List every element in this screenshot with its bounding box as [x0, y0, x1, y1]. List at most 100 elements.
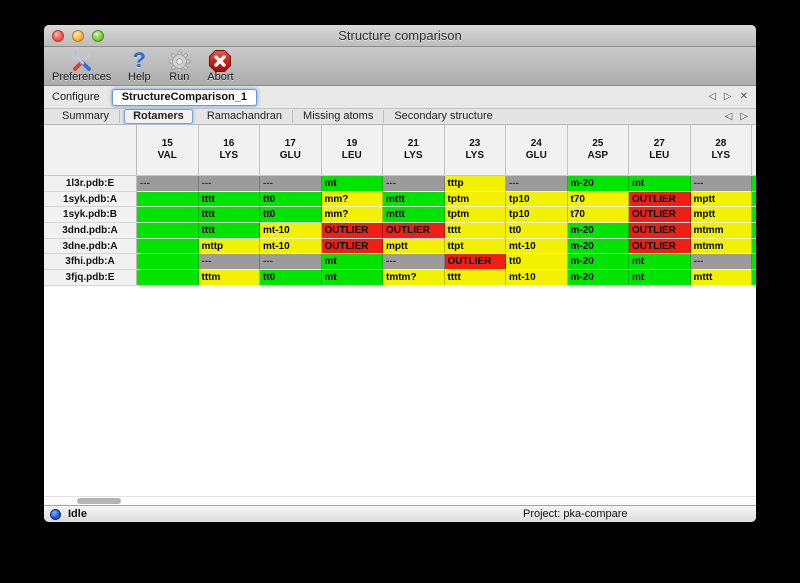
rotamer-cell[interactable] — [137, 223, 199, 239]
configuration-name-field[interactable]: StructureComparison_1 — [111, 88, 258, 106]
column-header-21[interactable]: 21 LYS — [383, 125, 445, 175]
rotamer-cell[interactable]: --- — [690, 254, 752, 271]
column-header-27[interactable]: 27 LEU — [629, 125, 691, 175]
rotamer-cell[interactable]: tt0 — [260, 191, 322, 208]
rotamer-cell[interactable]: tptm — [444, 191, 506, 208]
rotamer-cell[interactable]: m-20 — [567, 238, 629, 255]
rotamer-cell[interactable]: mptt — [690, 207, 752, 224]
rotamer-cell[interactable]: m-20 — [567, 270, 629, 286]
row-label[interactable]: 1syk.pdb:A — [44, 191, 137, 208]
rotamer-cell[interactable]: mm? — [321, 191, 383, 208]
column-header-15[interactable]: 15 VAL — [137, 125, 199, 175]
rotamer-cell[interactable]: OUTLIER — [321, 223, 383, 239]
rotamer-cell[interactable]: mttt — [383, 191, 445, 208]
rotamer-cell[interactable]: ttpt — [444, 238, 506, 255]
abort-button[interactable]: Abort — [207, 49, 234, 83]
horizontal-scrollbar[interactable] — [44, 496, 756, 505]
run-button[interactable]: Run — [167, 49, 191, 83]
rotamer-cell[interactable] — [137, 191, 199, 208]
close-window-button[interactable] — [52, 30, 64, 42]
rotamer-cell[interactable]: --- — [137, 176, 199, 192]
rotamer-cell[interactable]: tt0 — [260, 207, 322, 224]
rotamer-cell[interactable]: mt-10 — [506, 238, 568, 255]
preferences-button[interactable]: Preferences — [52, 49, 111, 83]
rotamer-cell[interactable]: OUTLIER — [629, 223, 691, 239]
rotamer-cell[interactable] — [137, 254, 199, 271]
prev-configuration-icon[interactable]: ◁ — [708, 91, 716, 102]
column-header-17[interactable]: 17 GLU — [260, 125, 322, 175]
rotamer-cell[interactable]: tttt — [444, 270, 506, 286]
rotamer-cell[interactable]: tt0 — [260, 270, 322, 286]
row-label[interactable]: 3dnd.pdb:A — [44, 223, 137, 239]
column-header-24[interactable]: 24 GLU — [506, 125, 568, 175]
row-label[interactable]: 1syk.pdb:B — [44, 207, 137, 224]
rotamer-cell[interactable]: mm? — [321, 207, 383, 224]
rotamer-cell[interactable]: --- — [383, 176, 445, 192]
rotamer-cell[interactable] — [137, 207, 199, 224]
rotamer-cell[interactable]: tt0 — [506, 254, 568, 271]
rotamer-cell[interactable]: mt-10 — [506, 270, 568, 286]
rotamer-cell[interactable]: mt — [629, 176, 691, 192]
rotamer-cell[interactable]: mt-10 — [260, 238, 322, 255]
rotamer-cell[interactable]: tmtm? — [383, 270, 445, 286]
column-header-19[interactable]: 19 LEU — [321, 125, 383, 175]
rotamer-cell[interactable]: m-20 — [567, 176, 629, 192]
row-label[interactable]: 3dne.pdb:A — [44, 238, 137, 255]
scrollbar-thumb[interactable] — [77, 498, 121, 504]
row-label[interactable]: 3fjq.pdb:E — [44, 270, 137, 286]
help-button[interactable]: ? Help — [127, 49, 151, 84]
rotamer-cell[interactable]: OUTLIER — [383, 223, 445, 239]
rotamer-cell[interactable]: OUTLIER — [629, 191, 691, 208]
rotamer-cell[interactable]: t70 — [567, 191, 629, 208]
rotamer-cell[interactable]: mttp — [198, 238, 260, 255]
rotamer-cell[interactable]: --- — [260, 176, 322, 192]
rotamer-cell[interactable]: mt — [321, 176, 383, 192]
rotamer-cell[interactable]: OUTLIER — [321, 238, 383, 255]
column-header-28[interactable]: 28 LYS — [690, 125, 752, 175]
tab-ramachandran[interactable]: Ramachandran — [197, 110, 294, 123]
rotamer-cell[interactable]: --- — [383, 254, 445, 271]
column-header-23[interactable]: 23 LYS — [444, 125, 506, 175]
rotamer-cell[interactable]: tp10 — [506, 191, 568, 208]
column-header-16[interactable]: 16 LYS — [198, 125, 260, 175]
row-label[interactable]: 3fhi.pdb:A — [44, 254, 137, 271]
next-configuration-icon[interactable]: ▷ — [723, 91, 732, 102]
rotamer-cell[interactable]: --- — [690, 176, 752, 192]
rotamer-cell[interactable]: mttt — [690, 270, 752, 286]
rotamer-cell[interactable]: tp10 — [506, 207, 568, 224]
rotamer-cell[interactable]: OUTLIER — [629, 207, 691, 224]
rotamer-cell[interactable]: OUTLIER — [444, 254, 506, 271]
rotamer-cell[interactable] — [137, 238, 199, 255]
rotamer-cell[interactable]: t70 — [567, 207, 629, 224]
rotamer-cell[interactable]: tptm — [444, 207, 506, 224]
rotamer-cell[interactable]: tttt — [198, 191, 260, 208]
rotamer-cell[interactable]: mt — [629, 254, 691, 271]
close-configuration-icon[interactable]: ✕ — [739, 91, 748, 102]
minimize-window-button[interactable] — [72, 30, 84, 42]
rotamer-cell[interactable]: tttt — [198, 207, 260, 224]
rotamer-cell[interactable]: tttt — [444, 223, 506, 239]
next-tab-icon[interactable]: ▷ — [740, 110, 748, 122]
prev-tab-icon[interactable]: ◁ — [724, 110, 733, 122]
tab-summary[interactable]: Summary — [52, 110, 121, 123]
row-label[interactable]: 1l3r.pdb:E — [44, 176, 137, 192]
tab-rotamers[interactable]: Rotamers — [124, 109, 193, 124]
rotamer-cell[interactable]: m-20 — [567, 254, 629, 271]
rotamer-cell[interactable]: mtmm — [690, 238, 752, 255]
rotamer-cell[interactable]: mt — [629, 270, 691, 286]
rotamer-cell[interactable]: tttm — [198, 270, 260, 286]
rotamer-cell[interactable]: tttp — [444, 176, 506, 192]
rotamer-cell[interactable]: --- — [198, 176, 260, 192]
zoom-window-button[interactable] — [92, 30, 104, 42]
rotamer-cell[interactable]: m-20 — [567, 223, 629, 239]
rotamer-cell[interactable]: --- — [506, 176, 568, 192]
rotamer-cell[interactable]: mt-10 — [260, 223, 322, 239]
tab-secondary-structure[interactable]: Secondary structure — [394, 110, 493, 122]
column-header-25[interactable]: 25 ASP — [567, 125, 629, 175]
rotamer-cell[interactable]: mttt — [383, 207, 445, 224]
rotamer-cell[interactable]: mt — [321, 270, 383, 286]
rotamer-cell[interactable]: --- — [260, 254, 322, 271]
rotamer-cell[interactable]: mptt — [383, 238, 445, 255]
rotamer-cell[interactable]: mptt — [690, 191, 752, 208]
rotamer-cell[interactable]: tttt — [198, 223, 260, 239]
